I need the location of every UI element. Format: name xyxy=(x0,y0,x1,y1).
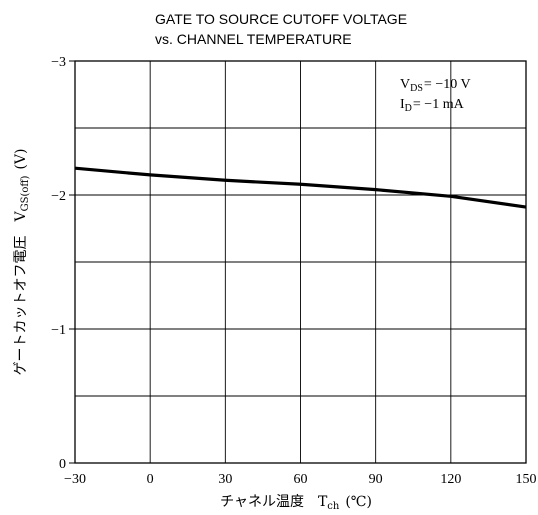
x-axis-label: チャネル温度 Tch (℃) xyxy=(220,494,372,512)
gridlines xyxy=(75,61,526,463)
x-axis-label-text: チャネル温度 T xyxy=(220,494,328,510)
series-line xyxy=(74,166,527,209)
annotation-id-value: = −1 mA xyxy=(413,97,465,112)
x-tick-label: 30 xyxy=(218,472,232,487)
annotation-vds-value: = −10 V xyxy=(424,77,471,92)
x-tick-label: 120 xyxy=(440,472,461,487)
annotation-vds-symbol: V xyxy=(400,77,410,92)
x-axis-label-unit: (℃) xyxy=(345,494,372,510)
y-tick-label: −2 xyxy=(51,189,66,204)
annotation-id: ID= −1 mA xyxy=(400,97,465,114)
plot-frame xyxy=(74,60,527,464)
chart-title-line-1: GATE TO SOURCE CUTOFF VOLTAGE xyxy=(155,11,407,27)
x-tick-label: −30 xyxy=(64,472,86,487)
y-tick-label: 0 xyxy=(59,457,66,472)
y-tick-label: −1 xyxy=(51,323,66,338)
annotation-vds-subscript: DS xyxy=(410,83,423,94)
x-axis-label-subscript: ch xyxy=(327,501,340,512)
y-axis-label-text: ゲートカットオフ電圧 V xyxy=(13,210,29,375)
chart-title-line-2: vs. CHANNEL TEMPERATURE xyxy=(155,31,352,47)
y-tick-label: −3 xyxy=(51,55,66,70)
annotation-vds: VDS= −10 V xyxy=(400,77,471,94)
annotation-id-subscript: D xyxy=(405,103,412,114)
x-tick-label: 90 xyxy=(369,472,383,487)
x-tick-label: 0 xyxy=(147,472,154,487)
y-axis-label-unit: (V) xyxy=(13,149,29,170)
y-axis-label-subscript: GS(off) xyxy=(20,175,31,211)
y-axis-label: ゲートカットオフ電圧 VGS(off) (V) xyxy=(13,149,31,376)
y-axis-ticks: 0 −1 −2 −3 xyxy=(51,55,75,472)
annotation-box: VDS= −10 V ID= −1 mA xyxy=(400,77,471,114)
annotation-id-symbol: I xyxy=(400,97,405,112)
series-group xyxy=(74,166,527,209)
x-tick-label: 150 xyxy=(516,472,537,487)
x-axis-ticks: −30 0 30 60 90 120 150 xyxy=(64,472,536,487)
x-tick-label: 60 xyxy=(294,472,308,487)
